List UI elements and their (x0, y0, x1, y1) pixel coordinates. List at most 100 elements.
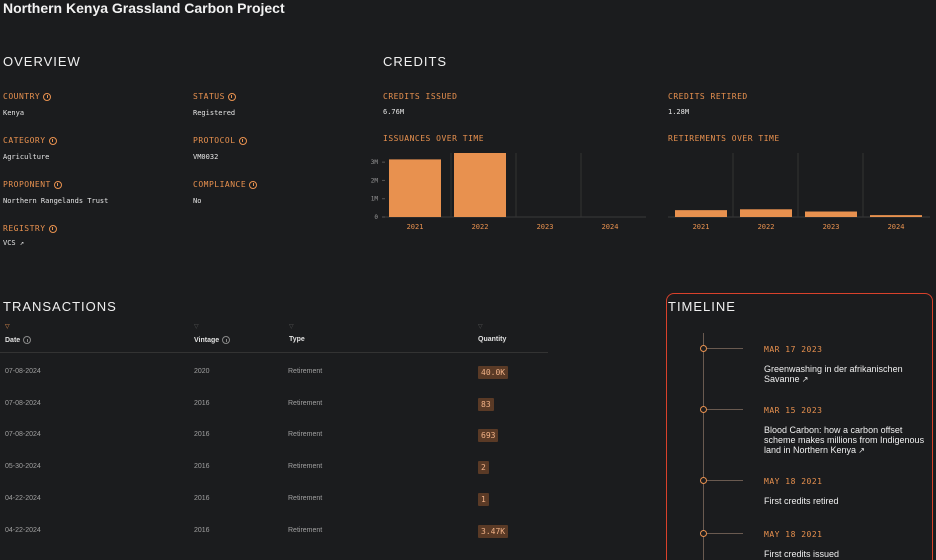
country-label-text: COUNTRY (3, 92, 41, 101)
column-type[interactable]: Type (289, 336, 305, 343)
status-label-text: STATUS (193, 92, 225, 101)
compliance-value: No (193, 197, 202, 205)
timeline-heading: TIMELINE (668, 299, 736, 314)
y-tick-label: 1M (371, 196, 379, 203)
x-tick-label: 2023 (537, 223, 554, 231)
column-vintage-label: Vintage (194, 336, 220, 344)
sort-type-icon[interactable]: ▽ (289, 324, 294, 330)
external-link-icon: ↗ (19, 239, 25, 247)
column-date[interactable]: Date (5, 336, 32, 344)
cell-vintage: 2016 (194, 526, 210, 534)
country-label: COUNTRY (3, 92, 52, 101)
info-icon[interactable] (48, 136, 57, 145)
cell-type: Retirement (288, 494, 323, 502)
timeline-article-link[interactable]: Blood Carbon: how a carbon offset scheme… (764, 425, 929, 456)
cell-type: Retirement (288, 368, 323, 375)
column-vintage[interactable]: Vintage (194, 336, 231, 344)
timeline-node-icon (700, 345, 707, 352)
info-icon[interactable] (227, 92, 236, 101)
timeline-connector (707, 409, 743, 410)
table-row[interactable]: 07-08-2024 2016 Retirement 83 (0, 389, 548, 421)
sort-quantity-icon[interactable]: ▽ (478, 324, 483, 330)
timeline-event-label: First credits retired (764, 496, 839, 506)
registry-label-text: REGISTRY (3, 224, 46, 233)
timeline-connector (707, 348, 743, 349)
timeline-date: MAY 18 2021 (764, 530, 823, 539)
credits-retired-value: 1.28M (668, 108, 690, 116)
info-icon[interactable] (249, 180, 258, 189)
cell-vintage: 2016 (194, 463, 210, 471)
country-value: Kenya (3, 109, 25, 117)
timeline-date: MAR 17 2023 (764, 345, 823, 354)
registry-link[interactable]: VCS ↗ (3, 239, 24, 247)
credits-issued-value: 6.76M (383, 108, 405, 116)
table-row[interactable]: 05-30-2024 2016 Retirement 2 (0, 452, 548, 484)
retirements-label: RETIREMENTS OVER TIME (668, 134, 780, 143)
project-title: Northern Kenya Grassland Carbon Project (3, 0, 285, 16)
bar (740, 209, 792, 217)
bar (454, 153, 506, 217)
timeline-node-icon (700, 406, 707, 413)
x-tick-label: 2023 (823, 223, 840, 231)
timeline-event-label[interactable]: Greenwashing in der afrikanischen Savann… (764, 364, 903, 384)
cell-vintage: 2016 (194, 431, 210, 439)
timeline-event-text: First credits retired (764, 496, 929, 506)
y-tick-label: 0 (374, 214, 378, 221)
issuances-label: ISSUANCES OVER TIME (383, 134, 485, 143)
column-quantity[interactable]: Quantity (478, 336, 507, 343)
info-icon[interactable] (23, 336, 32, 344)
sort-date-icon[interactable]: ▽ (5, 324, 10, 330)
cell-date: 04-22-2024 (5, 526, 41, 534)
x-tick-label: 2024 (888, 223, 905, 231)
credits-issued-label: CREDITS ISSUED (383, 92, 458, 101)
y-tick-label: 3M (371, 159, 379, 166)
timeline-connector (707, 480, 743, 481)
timeline-date: MAY 18 2021 (764, 477, 823, 486)
timeline-event-label: First credits issued (764, 549, 840, 559)
x-tick-label: 2024 (602, 223, 619, 231)
status-label: STATUS (193, 92, 236, 101)
info-icon[interactable] (43, 92, 52, 101)
transactions-heading: TRANSACTIONS (3, 299, 117, 314)
bar (805, 211, 857, 217)
cell-date: 05-30-2024 (5, 463, 41, 471)
compliance-label: COMPLIANCE (193, 180, 258, 189)
quantity-badge: 40.0K (478, 366, 509, 379)
proponent-value: Northern Rangelands Trust (3, 197, 109, 205)
info-icon[interactable] (222, 336, 231, 344)
sort-vintage-icon[interactable]: ▽ (194, 324, 199, 330)
issuances-chart: 0 1M 2M 3M 2021 2022 2023 2024 (371, 153, 646, 231)
cell-type: Retirement (288, 399, 323, 407)
table-row[interactable]: 07-08-2024 2020 Retirement 40.0K (0, 357, 548, 389)
table-row[interactable]: 07-08-2024 2016 Retirement 693 (0, 420, 548, 452)
info-icon[interactable] (48, 224, 57, 233)
timeline-connector (707, 533, 743, 534)
y-tick-label: 2M (371, 177, 379, 184)
info-icon[interactable] (53, 180, 62, 189)
credits-heading: CREDITS (383, 54, 448, 69)
cell-date: 07-08-2024 (5, 431, 41, 439)
column-date-label: Date (5, 336, 21, 344)
registry-label: REGISTRY (3, 224, 57, 233)
registry-value[interactable]: VCS (3, 239, 16, 247)
timeline-date: MAR 15 2023 (764, 406, 823, 415)
table-row[interactable]: 04-22-2024 2016 Retirement 1 (0, 484, 548, 516)
info-icon[interactable] (238, 136, 247, 145)
timeline-article-link[interactable]: Greenwashing in der afrikanischen Savann… (764, 364, 929, 385)
compliance-label-text: COMPLIANCE (193, 180, 247, 189)
cell-date: 04-22-2024 (5, 494, 41, 502)
timeline-node-icon (700, 530, 707, 537)
proponent-label-text: PROPONENT (3, 180, 51, 189)
timeline-event-label[interactable]: Blood Carbon: how a carbon offset scheme… (764, 425, 925, 455)
bar (675, 210, 727, 217)
x-tick-label: 2022 (472, 223, 489, 231)
table-row[interactable]: 04-22-2024 2016 Retirement 3.47K (0, 516, 548, 548)
cell-type: Retirement (288, 526, 323, 534)
timeline-node-icon (700, 477, 707, 484)
cell-vintage: 2020 (194, 368, 210, 375)
protocol-label: PROTOCOL (193, 136, 247, 145)
quantity-badge: 1 (478, 492, 489, 506)
cell-type: Retirement (288, 463, 323, 471)
category-value: Agriculture (3, 153, 50, 161)
retirements-chart: 2021 2022 2023 2024 (668, 153, 930, 231)
